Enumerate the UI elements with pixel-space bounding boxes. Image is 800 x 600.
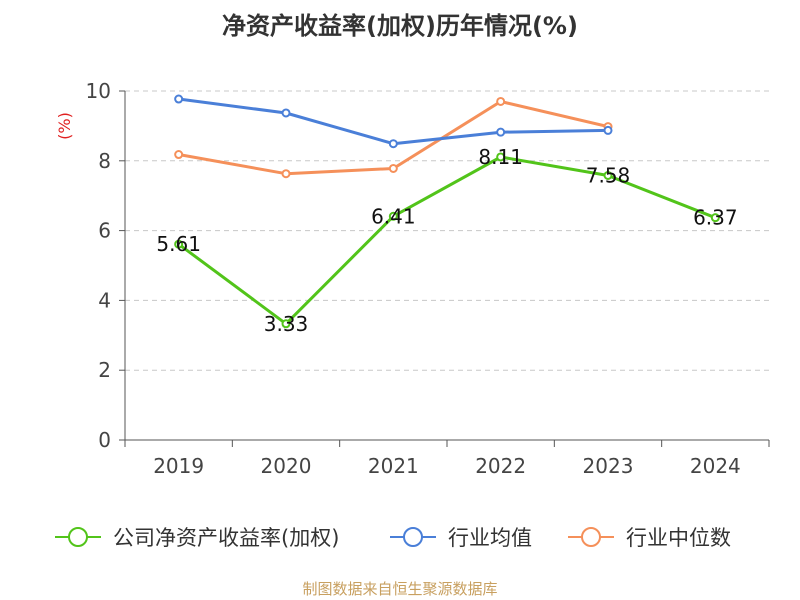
source-note: 制图数据来自恒生聚源数据库	[302, 580, 497, 598]
data-point	[388, 139, 398, 149]
x-tick-label: 2022	[475, 454, 526, 478]
data-label: 5.61	[156, 232, 201, 256]
y-tick-label: 2	[98, 358, 111, 382]
x-tick-label: 2023	[583, 454, 634, 478]
data-point	[388, 163, 398, 173]
legend-marker-icon	[581, 527, 601, 547]
y-tick-label: 10	[86, 79, 111, 103]
legend-label: 行业中位数	[626, 526, 731, 550]
data-point	[174, 239, 184, 249]
legend-marker-icon	[68, 527, 88, 547]
legend-item-industry-median[interactable]: 行业中位数	[568, 526, 731, 550]
axes: 0 2 4 6 8 10 2019 2020 2021 2022 2023 2024	[86, 79, 770, 478]
data-point	[496, 152, 506, 162]
data-label: 3.33	[264, 312, 309, 336]
y-tick-label: 4	[98, 288, 111, 312]
data-point	[388, 211, 398, 221]
x-tick-label: 2019	[153, 454, 204, 478]
series-line	[177, 155, 716, 326]
data-point	[496, 127, 506, 137]
data-label: 6.37	[693, 206, 738, 230]
legend-marker-icon	[403, 527, 423, 547]
series-line	[178, 97, 609, 146]
y-tick-label: 8	[98, 149, 111, 173]
x-tick-label: 2020	[261, 454, 312, 478]
data-label: 7.58	[586, 163, 631, 187]
data-point	[710, 213, 720, 223]
chart-title: 净资产收益率(加权)历年情况(%)	[222, 12, 578, 40]
data-point	[603, 170, 613, 180]
legend-item-industry-mean[interactable]: 行业均值	[390, 526, 532, 550]
data-point	[281, 319, 291, 329]
data-point	[174, 150, 184, 160]
series	[174, 94, 720, 329]
legend-label: 行业均值	[448, 526, 532, 550]
data-point	[174, 94, 184, 104]
x-tick-label: 2024	[690, 454, 741, 478]
y-tick-label: 6	[98, 219, 111, 243]
data-point	[281, 108, 291, 118]
data-point	[603, 125, 613, 135]
legend-item-company[interactable]: 公司净资产收益率(加权)	[55, 526, 339, 550]
data-label: 6.41	[371, 204, 416, 228]
grid	[125, 90, 769, 371]
series-line	[178, 100, 609, 176]
data-label: 8.11	[478, 145, 523, 169]
data-point	[281, 169, 291, 179]
y-axis-unit-label: (%)	[55, 112, 74, 140]
y-tick-label: 0	[98, 428, 111, 452]
legend-label: 公司净资产收益率(加权)	[113, 526, 339, 550]
data-labels: 5.61 3.33 6.41 8.11 7.58 6.37	[156, 145, 737, 336]
legend[interactable]: 公司净资产收益率(加权) 行业均值 行业中位数	[55, 526, 731, 550]
x-tick-label: 2021	[368, 454, 419, 478]
data-point	[496, 96, 506, 106]
series-company	[174, 152, 720, 329]
series-industry-mean	[174, 94, 613, 149]
